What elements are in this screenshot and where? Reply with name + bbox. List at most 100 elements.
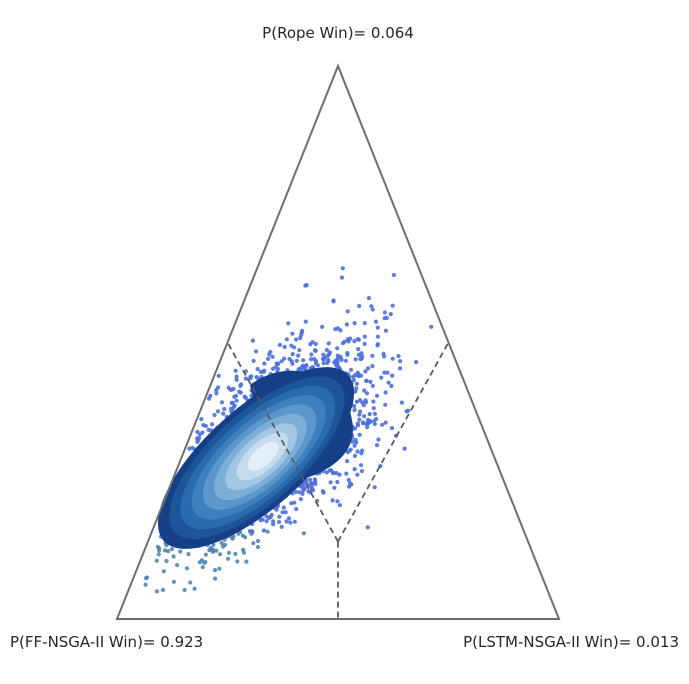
sample-point bbox=[373, 319, 379, 324]
sample-point bbox=[313, 348, 318, 353]
sample-point bbox=[267, 352, 272, 357]
sample-point bbox=[292, 500, 297, 505]
sample-point bbox=[362, 414, 367, 419]
sample-point bbox=[354, 386, 359, 391]
sample-point bbox=[352, 321, 357, 326]
sample-point bbox=[356, 347, 361, 352]
sample-point bbox=[346, 477, 351, 483]
sample-point bbox=[195, 429, 200, 434]
sample-point bbox=[308, 342, 313, 347]
sample-point bbox=[218, 552, 223, 557]
sample-point bbox=[350, 439, 355, 444]
sample-point bbox=[154, 558, 159, 563]
sample-point bbox=[365, 425, 370, 430]
sample-point bbox=[276, 361, 281, 367]
sample-point bbox=[364, 378, 369, 383]
sample-point bbox=[345, 309, 350, 314]
sample-point bbox=[333, 327, 338, 332]
sample-point bbox=[339, 275, 345, 280]
sample-point bbox=[362, 388, 367, 393]
sample-point bbox=[363, 398, 368, 403]
sample-point bbox=[357, 432, 362, 437]
sample-point bbox=[178, 549, 183, 554]
sample-point bbox=[210, 422, 215, 427]
sample-point bbox=[200, 565, 205, 570]
sample-point bbox=[270, 366, 275, 371]
sample-point bbox=[364, 391, 370, 396]
sample-point bbox=[391, 272, 396, 278]
sample-point bbox=[162, 548, 168, 553]
sample-point bbox=[164, 558, 169, 564]
sample-point bbox=[398, 366, 403, 371]
sample-point bbox=[355, 472, 360, 477]
sample-point bbox=[279, 524, 284, 530]
sample-point bbox=[234, 374, 239, 379]
sample-point bbox=[361, 420, 366, 425]
sample-point bbox=[362, 334, 367, 339]
sample-point bbox=[352, 453, 358, 458]
density-contour-level bbox=[247, 441, 279, 471]
sample-point bbox=[210, 549, 215, 554]
sample-point bbox=[203, 423, 208, 429]
sample-point bbox=[345, 450, 350, 455]
sample-point bbox=[313, 341, 318, 347]
sample-point bbox=[357, 303, 362, 309]
sample-point bbox=[335, 499, 340, 504]
sample-point bbox=[234, 377, 239, 382]
sample-point bbox=[264, 519, 269, 524]
sample-point bbox=[414, 360, 419, 365]
sample-point bbox=[255, 367, 260, 372]
sample-point bbox=[203, 560, 208, 565]
sample-point bbox=[171, 579, 176, 584]
sample-point bbox=[357, 412, 362, 417]
sample-point bbox=[299, 484, 304, 489]
sample-point bbox=[365, 525, 370, 530]
sample-point bbox=[371, 406, 376, 411]
sample-point bbox=[363, 369, 368, 374]
sample-point bbox=[296, 353, 301, 358]
sample-point bbox=[143, 582, 148, 587]
sample-point bbox=[187, 446, 192, 451]
sample-point bbox=[244, 559, 249, 564]
sample-point bbox=[308, 357, 314, 362]
sample-point bbox=[344, 322, 349, 327]
sample-point bbox=[335, 479, 340, 485]
sample-point bbox=[214, 391, 219, 396]
sample-point bbox=[297, 366, 302, 372]
sample-point bbox=[355, 449, 360, 454]
sample-point bbox=[230, 536, 235, 541]
sample-point bbox=[348, 367, 354, 372]
sample-point bbox=[265, 529, 270, 534]
sample-point bbox=[320, 324, 325, 329]
sample-point bbox=[219, 540, 224, 546]
sample-point bbox=[370, 307, 375, 312]
sample-point bbox=[355, 337, 360, 342]
sample-point bbox=[353, 373, 358, 378]
sample-point bbox=[351, 378, 356, 383]
sample-point bbox=[383, 420, 388, 425]
sample-point bbox=[258, 369, 263, 374]
sample-point bbox=[283, 510, 288, 515]
sample-point bbox=[349, 482, 354, 487]
sample-point bbox=[203, 552, 208, 557]
sample-point bbox=[353, 357, 358, 362]
sample-point bbox=[383, 402, 388, 407]
sample-point bbox=[221, 544, 226, 549]
sample-point bbox=[281, 505, 286, 510]
corner-label-ff-nsga-ii: P(FF-NSGA-II Win)= 0.923 bbox=[10, 633, 203, 651]
sample-point bbox=[366, 296, 371, 301]
sample-point bbox=[359, 356, 364, 361]
sample-point bbox=[383, 390, 388, 395]
sample-point bbox=[365, 366, 371, 371]
sample-point bbox=[208, 393, 213, 398]
sample-point bbox=[235, 559, 240, 564]
sample-point bbox=[230, 400, 235, 405]
sample-point bbox=[369, 304, 374, 309]
simplex-triangle bbox=[115, 63, 561, 620]
sample-point bbox=[299, 333, 304, 338]
sample-point bbox=[219, 400, 225, 405]
sample-point bbox=[253, 349, 259, 354]
sample-point bbox=[282, 356, 287, 361]
sample-point bbox=[282, 344, 287, 349]
sample-point bbox=[376, 437, 381, 442]
